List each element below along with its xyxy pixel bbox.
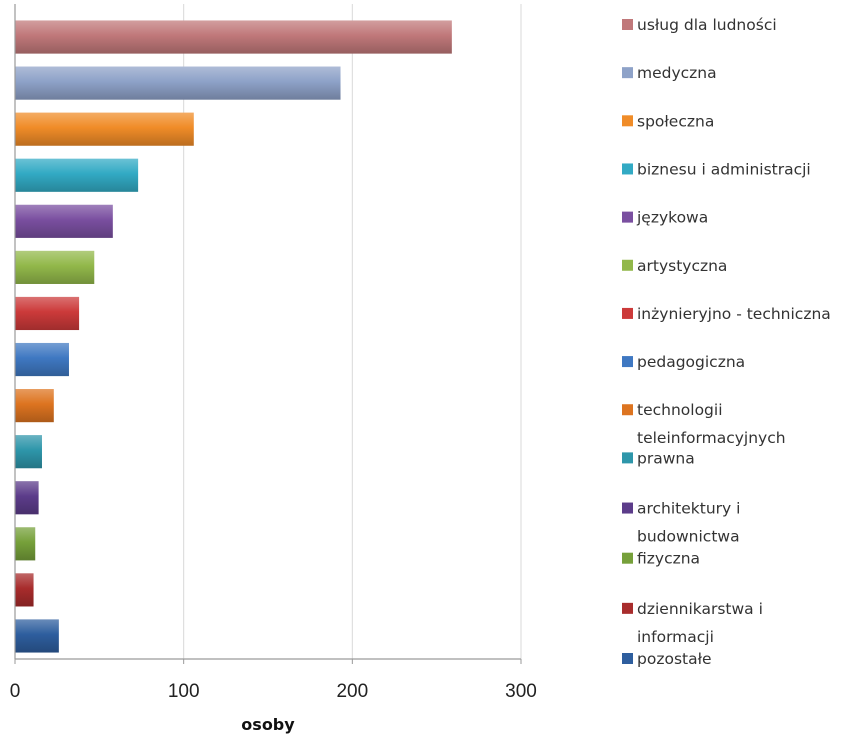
legend-swatch [622, 603, 633, 614]
bar [15, 20, 452, 53]
legend-label: usług dla ludności [637, 16, 777, 34]
legend-label: biznesu i administracji [637, 160, 811, 178]
legend-label: informacji [637, 628, 714, 646]
bar [15, 297, 79, 330]
bar [15, 481, 39, 514]
x-axis-title: osoby [241, 715, 295, 734]
legend-swatch [622, 356, 633, 367]
legend-swatch [622, 67, 633, 78]
legend-swatch [622, 19, 633, 30]
legend: usług dla ludności medyczna społeczna bizne… [622, 16, 831, 668]
bar [15, 619, 59, 652]
gridlines [184, 4, 521, 659]
x-tick-label: 200 [336, 681, 368, 702]
bar [15, 343, 69, 376]
legend-swatch [622, 553, 633, 564]
legend-swatch [622, 653, 633, 664]
legend-swatch [622, 163, 633, 174]
bar [15, 251, 94, 284]
bar [15, 527, 35, 560]
legend-label: inżynieryjno - techniczna [637, 305, 831, 323]
legend-swatch [622, 115, 633, 126]
legend-label: budownictwa [637, 528, 740, 546]
bar [15, 205, 113, 238]
legend-label: teleinformacyjnych [637, 429, 786, 447]
bar [15, 67, 341, 100]
bar [15, 113, 194, 146]
bar [15, 573, 34, 606]
x-axis: 0 100 200 300 [10, 4, 537, 702]
bars [15, 20, 452, 652]
legend-label: społeczna [637, 112, 714, 130]
legend-swatch [622, 308, 633, 319]
legend-label: medyczna [637, 64, 717, 82]
x-tick-label: 100 [168, 681, 200, 702]
legend-label: dziennikarstwa i [637, 600, 763, 618]
legend-label: prawna [637, 449, 695, 467]
legend-swatch [622, 404, 633, 415]
legend-label: artystyczna [637, 257, 727, 275]
legend-label: fizyczna [637, 550, 700, 568]
x-tick-label: 300 [505, 681, 537, 702]
legend-label: pozostałe [637, 650, 712, 668]
bar [15, 159, 138, 192]
legend-swatch [622, 212, 633, 223]
legend-swatch [622, 260, 633, 271]
x-tick-label: 0 [10, 681, 21, 702]
legend-label: technologii [637, 401, 723, 419]
legend-label: pedagogiczna [637, 353, 745, 371]
bar [15, 389, 54, 422]
legend-label: językowa [636, 209, 708, 227]
legend-swatch [622, 503, 633, 514]
legend-swatch [622, 452, 633, 463]
legend-label: architektury i [637, 500, 740, 518]
bar [15, 435, 42, 468]
